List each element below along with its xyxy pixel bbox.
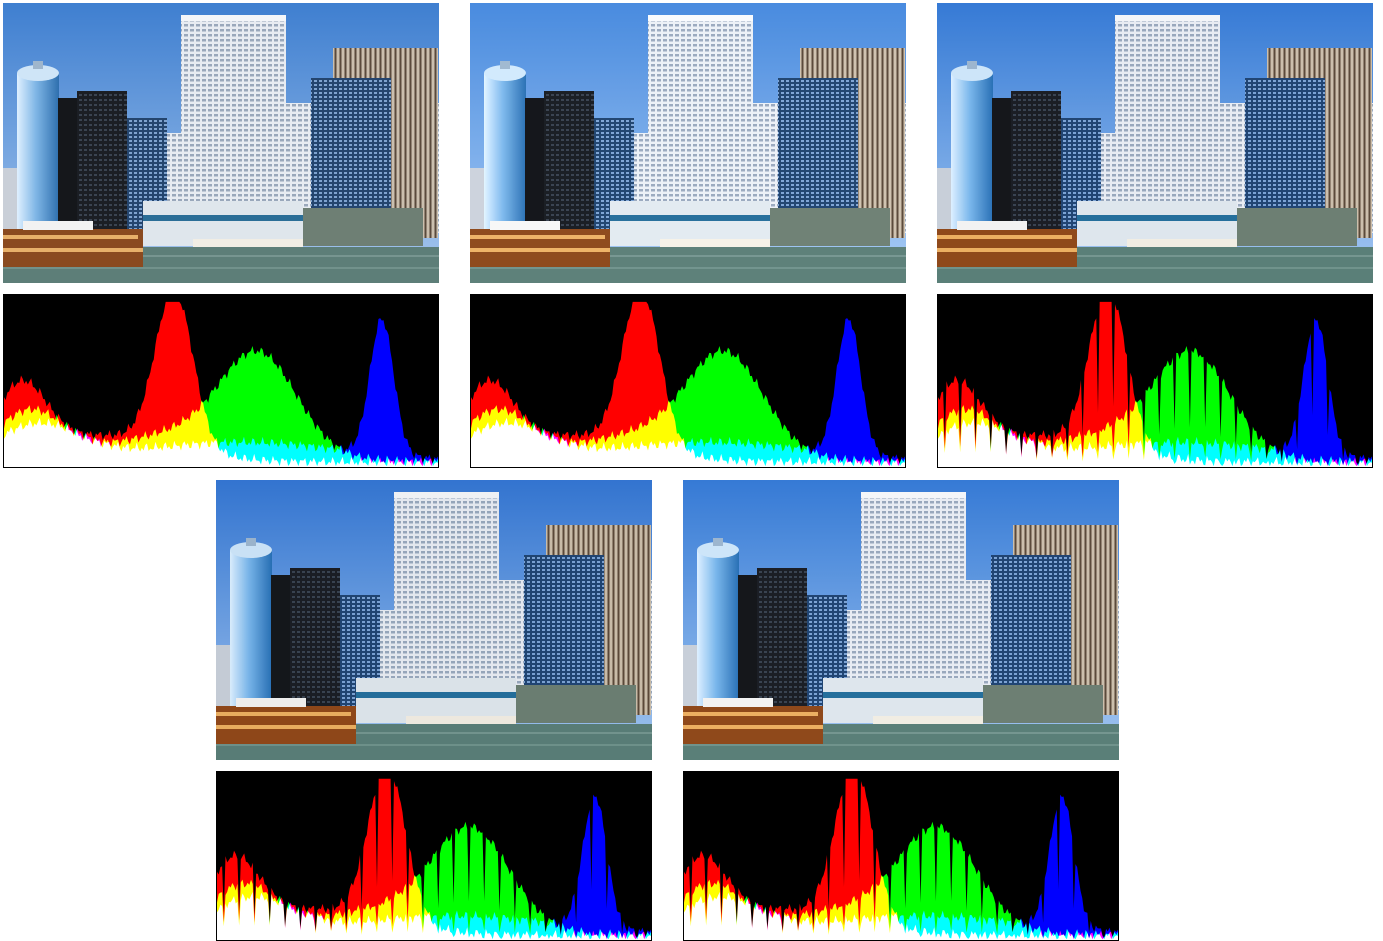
pier-building: [1237, 208, 1357, 246]
cylinder-tower-top: [484, 65, 526, 81]
histogram-blue-channel: [471, 318, 905, 467]
white-annex: [1147, 143, 1237, 203]
ferry-deck-band: [216, 712, 351, 716]
city-skyline-photo: [3, 3, 439, 283]
ferry-deck-band: [3, 248, 143, 252]
water-ripple: [470, 255, 906, 257]
white-skyscraper-roof: [181, 15, 286, 21]
white-skyscraper-roof: [1115, 15, 1220, 21]
histogram-green-channel: [4, 345, 438, 467]
histogram-green-channel: [217, 821, 651, 940]
cylinder-tower: [697, 550, 739, 715]
ferry-deck-band: [216, 725, 356, 729]
cylinder-tower-top: [230, 542, 272, 558]
ferry-cabin: [490, 221, 560, 230]
water-ripple: [683, 744, 1119, 746]
cylinder-tower-top: [17, 65, 59, 81]
dark-tower: [1011, 91, 1061, 238]
cylinder-tower-crown: [246, 538, 256, 546]
histogram-blue-channel: [217, 794, 651, 940]
histogram-blue-channel: [4, 318, 438, 467]
terminal-stripe: [1077, 215, 1237, 221]
cylinder-tower-top: [951, 65, 993, 81]
water-ripple: [3, 267, 439, 269]
dark-tower: [757, 568, 807, 715]
pier-building: [770, 208, 890, 246]
dark-tower: [290, 568, 340, 715]
rgb-histogram: [3, 294, 439, 468]
white-skyscraper-roof: [648, 15, 753, 21]
water-ripple: [937, 255, 1373, 257]
cylinder-tower: [230, 550, 272, 715]
ferry-deck-band: [683, 712, 818, 716]
cylinder-tower: [484, 73, 526, 238]
ferry-terminal: [356, 678, 516, 723]
water-ripple: [216, 744, 652, 746]
city-skyline-photo: [216, 480, 652, 760]
city-skyline-photo: [937, 3, 1373, 283]
cylinder-tower: [17, 73, 59, 238]
cylinder-tower-crown: [713, 538, 723, 546]
dark-tower: [77, 91, 127, 238]
pier-building: [983, 685, 1103, 723]
histogram-blue-channel: [938, 318, 1372, 467]
terminal-stripe: [823, 692, 983, 698]
rgb-histogram: [683, 771, 1119, 941]
white-annex: [893, 620, 983, 680]
ferry-terminal: [143, 201, 303, 246]
cylinder-tower-crown: [500, 61, 510, 69]
ferry-terminal: [1077, 201, 1237, 246]
ferry-deck-band: [683, 725, 823, 729]
terminal-stripe: [610, 215, 770, 221]
cylinder-tower: [951, 73, 993, 238]
water-ripple: [683, 732, 1119, 734]
water-ripple: [470, 267, 906, 269]
ferry-cabin: [236, 698, 306, 707]
white-annex: [426, 620, 516, 680]
ferry-deck-band: [937, 235, 1072, 239]
ferry-cabin: [23, 221, 93, 230]
histogram-green-channel: [684, 821, 1118, 940]
dark-tower: [544, 91, 594, 238]
rgb-histogram: [216, 771, 652, 941]
histogram-green-channel: [938, 345, 1372, 467]
ferry-deck-band: [470, 235, 605, 239]
ferry-cabin: [957, 221, 1027, 230]
terminal-stripe: [143, 215, 303, 221]
white-skyscraper-roof: [861, 492, 966, 498]
city-skyline-photo: [683, 480, 1119, 760]
ferry-cabin: [703, 698, 773, 707]
histogram-green-channel: [471, 345, 905, 467]
cylinder-tower-top: [697, 542, 739, 558]
water-ripple: [3, 255, 439, 257]
rgb-histogram: [470, 294, 906, 468]
white-annex: [680, 143, 770, 203]
ferry-deck-band: [470, 248, 610, 252]
water-ripple: [216, 732, 652, 734]
ferry-terminal: [823, 678, 983, 723]
ferry-deck-band: [937, 248, 1077, 252]
city-skyline-photo: [470, 3, 906, 283]
pier-building: [303, 208, 423, 246]
white-annex: [213, 143, 303, 203]
pier-building: [516, 685, 636, 723]
rgb-histogram: [937, 294, 1373, 468]
ferry-terminal: [610, 201, 770, 246]
water-ripple: [937, 267, 1373, 269]
terminal-stripe: [356, 692, 516, 698]
white-skyscraper-roof: [394, 492, 499, 498]
ferry-deck-band: [3, 235, 138, 239]
histogram-blue-channel: [684, 794, 1118, 940]
cylinder-tower-crown: [33, 61, 43, 69]
cylinder-tower-crown: [967, 61, 977, 69]
